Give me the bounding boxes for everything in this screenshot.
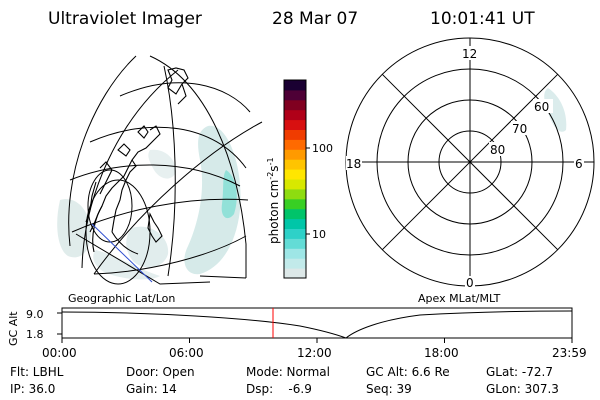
- colorbar-swatch: [284, 179, 306, 190]
- colorbar-swatches: [284, 80, 306, 279]
- colorbar-swatch: [284, 129, 306, 140]
- colorbar-swatch: [284, 228, 306, 239]
- status-footer: Flt: LBHL IP: 36.0 Door: Open Gain: 14 M…: [10, 365, 559, 396]
- colorbar-label: photon cm-2s-1: [266, 157, 281, 244]
- geographic-map-panel: Geographic Lat/Lon: [57, 55, 263, 305]
- mlat-label-60: 60: [534, 100, 549, 114]
- colorbar-swatch: [284, 139, 306, 150]
- colorbar-swatch: [284, 159, 306, 170]
- timeline-ytick-1: 1.8: [26, 328, 44, 341]
- colorbar-swatch: [284, 99, 306, 111]
- mlat-label-70: 70: [512, 122, 527, 136]
- status-door: Door: Open: [126, 365, 195, 379]
- timeline-xticks: [61, 338, 573, 343]
- colorbar: 100 10 photon cm-2s-1: [266, 79, 333, 279]
- status-glon: GLon: 307.3: [486, 382, 559, 396]
- colorbar-label-exp2: -1: [266, 157, 275, 165]
- colorbar-swatch: [284, 258, 306, 269]
- colorbar-swatch: [284, 198, 306, 210]
- colorbar-label-exp1: -2: [266, 172, 275, 180]
- colorbar-tick-label-10: 10: [312, 228, 326, 241]
- colorbar-frame: [283, 79, 307, 279]
- mlt-label-18: 18: [346, 157, 361, 171]
- status-seq: Seq: 39: [366, 382, 412, 396]
- colorbar-swatch: [284, 188, 306, 200]
- apex-label: Apex MLat/MLT: [418, 292, 501, 305]
- date-label: 28 Mar 07: [272, 9, 358, 29]
- timeline-xtick-0000: 00:00: [42, 346, 77, 360]
- colorbar-swatch: [284, 149, 306, 160]
- colorbar-swatch: [284, 89, 306, 101]
- status-dsp: Dsp: -6.9: [246, 382, 312, 396]
- status-ip: IP: 36.0: [10, 382, 55, 396]
- status-filter: Flt: LBHL: [10, 365, 64, 379]
- timeline-frame: [61, 307, 573, 339]
- geographic-label: Geographic Lat/Lon: [68, 292, 175, 305]
- status-gc-alt: GC Alt: 6.6 Re: [366, 365, 450, 379]
- colorbar-swatch: [284, 109, 306, 121]
- geo-grid: [68, 55, 263, 285]
- altitude-curve: [61, 310, 573, 339]
- timeline-ylabel: GC Alt: [7, 311, 20, 346]
- colorbar-tick-label-100: 100: [312, 142, 333, 155]
- status-gain: Gain: 14: [126, 382, 177, 396]
- instrument-title: Ultraviolet Imager: [48, 9, 202, 29]
- mlat-label-80: 80: [490, 143, 505, 157]
- colorbar-swatch: [284, 119, 306, 130]
- polar-grid: [345, 37, 595, 287]
- colorbar-swatch: [284, 238, 306, 249]
- timeline-ytick-9: 9.0: [26, 308, 44, 321]
- colorbar-swatch: [284, 218, 306, 229]
- timeline-xtick-1800: 18:00: [424, 346, 459, 360]
- colorbar-label-s: s: [267, 165, 281, 171]
- colorbar-swatch: [284, 80, 306, 91]
- mlt-label-0: 0: [466, 276, 474, 290]
- status-glat: GLat: -72.7: [486, 365, 553, 379]
- colorbar-swatch: [284, 169, 306, 180]
- colorbar-swatch: [284, 208, 306, 220]
- status-mode: Mode: Normal: [246, 365, 330, 379]
- mlt-label-12: 12: [462, 47, 477, 61]
- timeline-xtick-1200: 12:00: [297, 346, 332, 360]
- auroral-emission: [57, 125, 241, 280]
- mlat-mlt-polar-plot: 12 18 6 0 60 70 80 Apex MLat/MLT: [345, 37, 595, 305]
- polar-emission: [544, 88, 567, 132]
- timeline-xtick-2359: 23:59: [552, 346, 587, 360]
- colorbar-swatch: [284, 248, 306, 259]
- time-label: 10:01:41 UT: [430, 9, 535, 29]
- timeline-xtick-0600: 06:00: [169, 346, 204, 360]
- colorbar-swatch: [284, 268, 306, 279]
- subsolar-line: [91, 223, 153, 283]
- altitude-timeline: 9.0 1.8 GC Alt 00:00 06:00 12:00 18:00 2…: [7, 307, 587, 360]
- mlt-label-6: 6: [575, 157, 583, 171]
